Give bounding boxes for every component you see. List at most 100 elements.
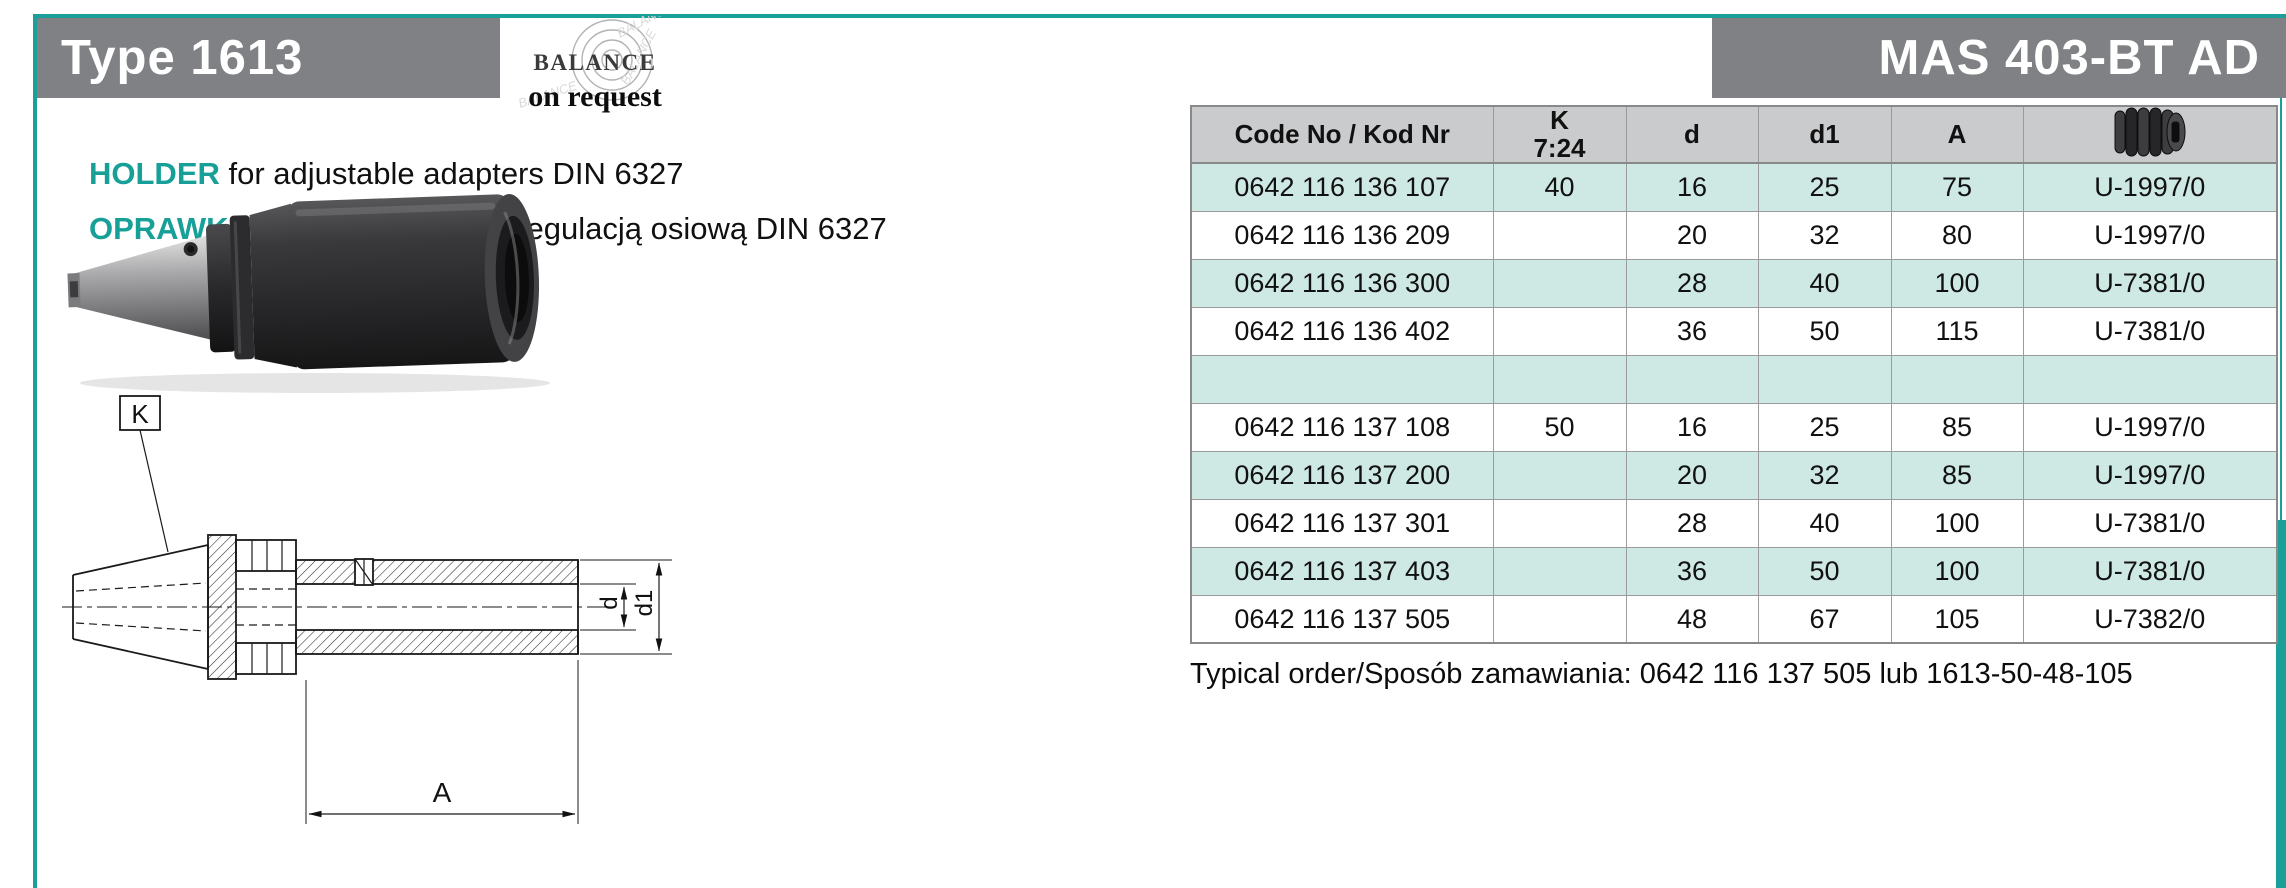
sleeve-body (287, 194, 515, 370)
photo-shadow (80, 373, 550, 393)
d-cell: 28 (1625, 498, 1759, 548)
k-cell (1492, 306, 1627, 356)
screw-cell: U-7381/0 (2022, 258, 2278, 308)
a-cell: 75 (1890, 162, 2024, 212)
header-taper-k: K (1550, 106, 1569, 136)
d-cell (1625, 354, 1759, 404)
d-cell: 16 (1625, 162, 1759, 212)
d1-cell: 50 (1757, 306, 1892, 356)
header-code: Code No / Kod Nr (1190, 105, 1494, 165)
d-cell: 36 (1625, 546, 1759, 596)
d-cell: 28 (1625, 258, 1759, 308)
a-cell: 100 (1890, 498, 2024, 548)
table-header-row: Code No / Kod Nr K 7:24 d d1 A (1190, 105, 2278, 165)
k-cell (1492, 594, 1627, 644)
a-cell: 80 (1890, 210, 2024, 260)
set-screw-icon (2114, 107, 2186, 157)
k-cell (1492, 258, 1627, 308)
code-cell: 0642 116 136 402 (1190, 306, 1494, 356)
code-cell: 0642 116 137 403 (1190, 546, 1494, 596)
on-request-text: on request (528, 80, 662, 113)
d-cell: 48 (1625, 594, 1759, 644)
v-flange (206, 223, 237, 353)
dim-label-k: K (131, 399, 149, 429)
description-en: HOLDER for adjustable adapters DIN 6327 (89, 156, 683, 192)
dim-label-d1: d1 (631, 590, 658, 617)
balance-circles-icon (571, 19, 653, 101)
header-taper-ratio: 7:24 (1533, 132, 1586, 163)
table-row: 0642 116 137 403 36 50 100 U-7381/0 (1190, 546, 2278, 596)
a-cell: 105 (1890, 594, 2024, 644)
a-cell (1890, 354, 2024, 404)
table-row-spacer (1190, 354, 2278, 404)
taper-shank (75, 234, 214, 341)
code-cell: 0642 116 137 505 (1190, 594, 1494, 644)
right-accent-line (2280, 14, 2282, 888)
screw-cell: U-7381/0 (2022, 546, 2278, 596)
d1-cell: 40 (1757, 258, 1892, 308)
header-taper: K 7:24 (1492, 105, 1627, 165)
a-cell: 115 (1890, 306, 2024, 356)
technical-drawing: K d d1 A (58, 395, 688, 860)
code-cell: 0642 116 136 300 (1190, 258, 1494, 308)
screw-cell: U-1997/0 (2022, 450, 2278, 500)
d1-cell: 25 (1757, 162, 1892, 212)
k-cell (1492, 354, 1627, 404)
page-edge-tab (2276, 520, 2286, 888)
top-accent-line (33, 14, 2286, 18)
table-row: 0642 116 136 402 36 50 115 U-7381/0 (1190, 306, 2278, 356)
header-a: A (1890, 105, 2024, 165)
d-cell: 20 (1625, 450, 1759, 500)
k-cell: 50 (1492, 402, 1627, 452)
d-cell: 36 (1625, 306, 1759, 356)
screw-cell: U-1997/0 (2022, 210, 2278, 260)
code-cell: 0642 116 136 209 (1190, 210, 1494, 260)
code-cell: 0642 116 137 301 (1190, 498, 1494, 548)
d1-cell: 25 (1757, 402, 1892, 452)
screw-cell: U-7381/0 (2022, 498, 2278, 548)
a-cell: 100 (1890, 546, 2024, 596)
typical-order-note: Typical order/Sposób zamawiania: 0642 11… (1190, 658, 2133, 690)
k-cell (1492, 546, 1627, 596)
cylinder-wall-bottom (295, 629, 579, 655)
header-d1: d1 (1757, 105, 1892, 165)
a-cell: 100 (1890, 258, 2024, 308)
a-cell: 85 (1890, 450, 2024, 500)
k-cell: 40 (1492, 162, 1627, 212)
code-cell: 0642 116 137 200 (1190, 450, 1494, 500)
cylinder-wall-top (295, 559, 579, 585)
header-screw (2022, 105, 2278, 165)
table-row: 0642 116 136 107 40 16 25 75 U-1997/0 (1190, 162, 2278, 212)
dim-label-a: A (433, 777, 452, 808)
screw-cell: U-7382/0 (2022, 594, 2278, 644)
left-accent-line (33, 14, 37, 888)
screw-cell: U-1997/0 (2022, 162, 2278, 212)
k-cell (1492, 498, 1627, 548)
code-cell: 0642 116 136 107 (1190, 162, 1494, 212)
table-row: 0642 116 136 209 20 32 80 U-1997/0 (1190, 210, 2278, 260)
holder-description: for adjustable adapters DIN 6327 (219, 156, 684, 191)
k-cell (1492, 210, 1627, 260)
page-title: Type 1613 (61, 31, 304, 85)
d1-cell (1757, 354, 1892, 404)
d1-cell: 40 (1757, 498, 1892, 548)
d1-cell: 32 (1757, 210, 1892, 260)
d-cell: 20 (1625, 210, 1759, 260)
screw-cell: U-7381/0 (2022, 306, 2278, 356)
balance-logo: BALANCE BALANCE BALANCE BALANCE on reque… (516, 16, 675, 113)
d1-cell: 32 (1757, 450, 1892, 500)
balance-text: BALANCE (534, 50, 657, 75)
standard-badge: MAS 403-BT AD (1712, 18, 2286, 98)
d1-cell: 50 (1757, 546, 1892, 596)
d-cell: 16 (1625, 402, 1759, 452)
spec-table: Code No / Kod Nr K 7:24 d d1 A (1190, 105, 2278, 645)
header-d: d (1625, 105, 1759, 165)
table-row: 0642 116 137 108 50 16 25 85 U-1997/0 (1190, 402, 2278, 452)
code-cell (1190, 354, 1494, 404)
table-row: 0642 116 137 301 28 40 100 U-7381/0 (1190, 498, 2278, 548)
table-row: 0642 116 137 200 20 32 85 U-1997/0 (1190, 450, 2278, 500)
standard-title: MAS 403-BT AD (1878, 31, 2260, 85)
dim-label-d: d (596, 596, 623, 609)
table-row: 0642 116 136 300 28 40 100 U-7381/0 (1190, 258, 2278, 308)
code-cell: 0642 116 137 108 (1190, 402, 1494, 452)
